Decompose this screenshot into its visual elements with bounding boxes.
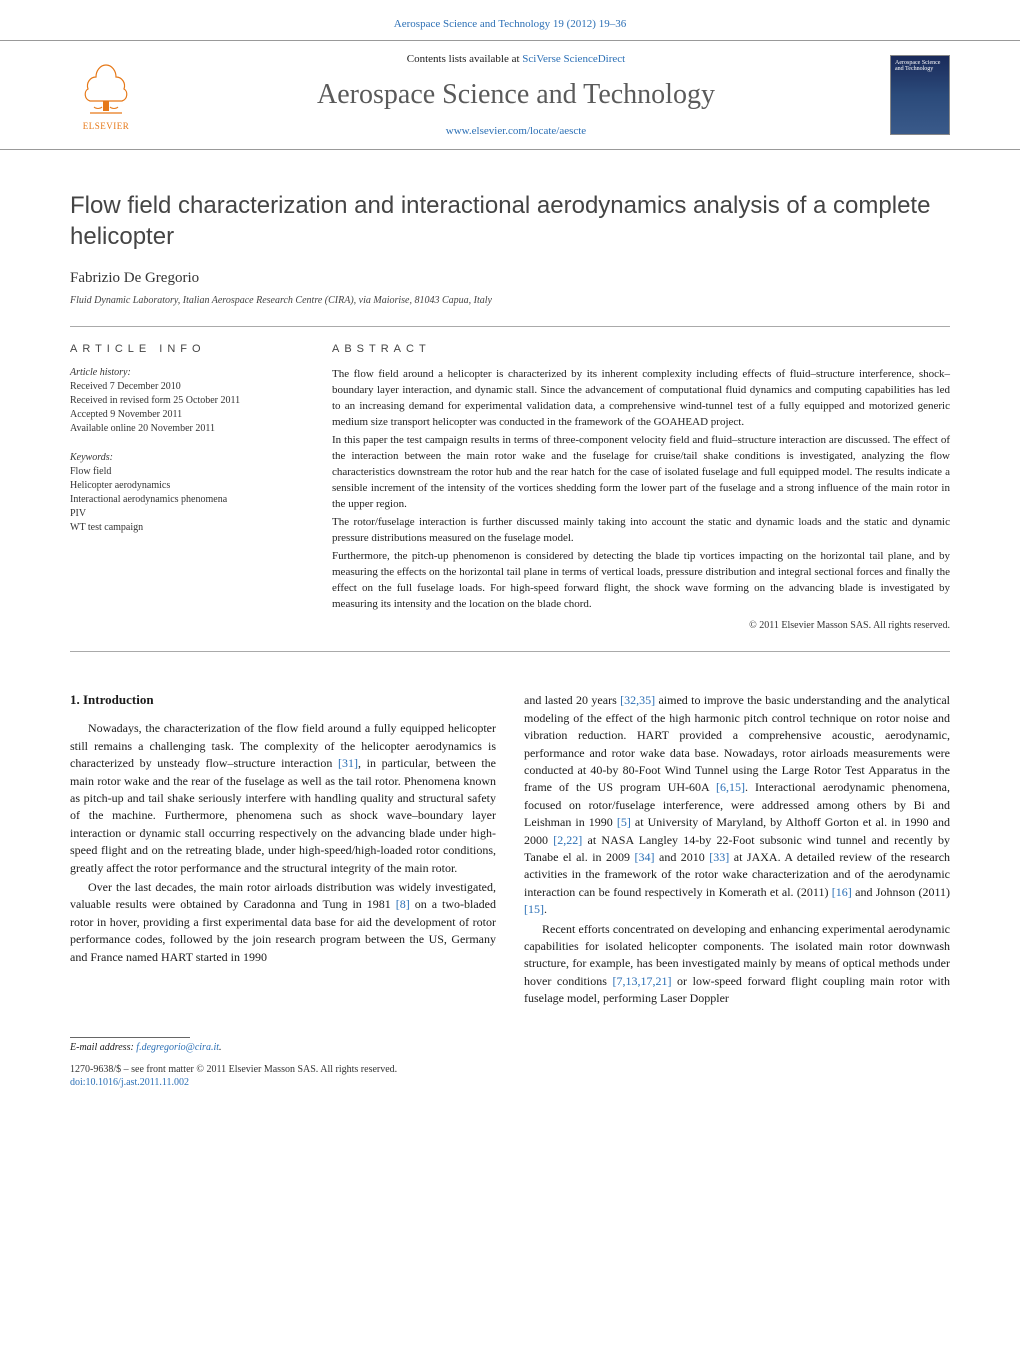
- contents-line: Contents lists available at SciVerse Sci…: [162, 53, 870, 65]
- journal-url-link[interactable]: www.elsevier.com/locate/aescte: [446, 125, 586, 137]
- ref-link[interactable]: [6,15]: [716, 780, 745, 794]
- ref-link[interactable]: [16]: [832, 885, 852, 899]
- footer-divider: [70, 1037, 190, 1038]
- ref-link[interactable]: [15]: [524, 902, 544, 916]
- email-label: E-mail address:: [70, 1042, 134, 1053]
- info-abstract-row: ARTICLE INFO Article history: Received 7…: [70, 327, 950, 651]
- history-line: Received in revised form 25 October 2011: [70, 394, 300, 408]
- divider-bottom: [70, 651, 950, 652]
- body-text-right: and lasted 20 years [32,35] aimed to imp…: [524, 692, 950, 1007]
- abstract-para: The flow field around a helicopter is ch…: [332, 367, 950, 431]
- article-info-block: ARTICLE INFO Article history: Received 7…: [70, 343, 300, 631]
- journal-name: Aerospace Science and Technology: [162, 79, 870, 111]
- body-para: Over the last decades, the main rotor ai…: [70, 879, 496, 966]
- ref-link[interactable]: [7,13,17,21]: [612, 974, 671, 988]
- ref-link[interactable]: [31]: [338, 756, 358, 770]
- history-line: Received 7 December 2010: [70, 380, 300, 394]
- ref-link[interactable]: [32,35]: [620, 693, 655, 707]
- keywords-block: Keywords: Flow field Helicopter aerodyna…: [70, 452, 300, 535]
- cover-thumb-label: Aerospace Science and Technology: [891, 56, 949, 76]
- body-text-left: Nowadays, the characterization of the fl…: [70, 720, 496, 965]
- footer-legal: 1270-9638/$ – see front matter © 2011 El…: [70, 1063, 950, 1089]
- citation-header: Aerospace Science and Technology 19 (201…: [0, 0, 1020, 40]
- ref-link[interactable]: [5]: [617, 815, 631, 829]
- ref-link[interactable]: [33]: [709, 850, 729, 864]
- history-line: Accepted 9 November 2011: [70, 408, 300, 422]
- abstract-para: The rotor/fuselage interaction is furthe…: [332, 515, 950, 547]
- ref-link[interactable]: [34]: [635, 850, 655, 864]
- elsevier-text: ELSEVIER: [83, 121, 130, 131]
- abstract-text: The flow field around a helicopter is ch…: [332, 367, 950, 612]
- author-affiliation: Fluid Dynamic Laboratory, Italian Aerosp…: [70, 295, 950, 306]
- article-title: Flow field characterization and interact…: [70, 190, 950, 252]
- journal-link-wrap: www.elsevier.com/locate/aescte: [162, 125, 870, 137]
- section-heading: 1. Introduction: [70, 692, 496, 708]
- keyword: PIV: [70, 507, 300, 521]
- journal-cover-thumb: Aerospace Science and Technology: [890, 55, 950, 135]
- footer-email: E-mail address: f.degregorio@cira.it.: [70, 1042, 950, 1053]
- header-center: Contents lists available at SciVerse Sci…: [162, 53, 870, 137]
- ref-link[interactable]: [8]: [396, 897, 410, 911]
- article-front: Flow field characterization and interact…: [0, 150, 1020, 682]
- keywords-label: Keywords:: [70, 452, 300, 463]
- sciencedirect-link[interactable]: SciVerse ScienceDirect: [522, 53, 625, 65]
- citation-link[interactable]: Aerospace Science and Technology 19 (201…: [394, 18, 626, 30]
- abstract-para: In this paper the test campaign results …: [332, 433, 950, 513]
- body-para: and lasted 20 years [32,35] aimed to imp…: [524, 692, 950, 918]
- body-para: Nowadays, the characterization of the fl…: [70, 720, 496, 877]
- article-info-label: ARTICLE INFO: [70, 343, 300, 355]
- abstract-label: ABSTRACT: [332, 343, 950, 355]
- body-columns: 1. Introduction Nowadays, the characteri…: [0, 682, 1020, 1029]
- keyword: WT test campaign: [70, 521, 300, 535]
- body-col-left: 1. Introduction Nowadays, the characteri…: [70, 692, 496, 1009]
- abstract-copyright: © 2011 Elsevier Masson SAS. All rights r…: [332, 620, 950, 631]
- ref-link[interactable]: [2,22]: [553, 833, 582, 847]
- abstract-block: ABSTRACT The flow field around a helicop…: [332, 343, 950, 631]
- body-col-right: and lasted 20 years [32,35] aimed to imp…: [524, 692, 950, 1009]
- email-link[interactable]: f.degregorio@cira.it: [136, 1042, 219, 1053]
- page-footer: E-mail address: f.degregorio@cira.it. 12…: [0, 1029, 1020, 1119]
- elsevier-logo: ELSEVIER: [70, 56, 142, 134]
- body-para: Recent efforts concentrated on developin…: [524, 921, 950, 1008]
- section-number: 1.: [70, 692, 80, 707]
- history-label: Article history:: [70, 367, 300, 378]
- keyword: Helicopter aerodynamics: [70, 479, 300, 493]
- author-name: Fabrizio De Gregorio: [70, 270, 950, 287]
- keyword: Interactional aerodynamics phenomena: [70, 493, 300, 507]
- elsevier-tree-icon: [70, 59, 142, 119]
- journal-header-bar: ELSEVIER Contents lists available at Sci…: [0, 40, 1020, 150]
- front-matter-line: 1270-9638/$ – see front matter © 2011 El…: [70, 1063, 950, 1076]
- keyword: Flow field: [70, 465, 300, 479]
- doi-link[interactable]: doi:10.1016/j.ast.2011.11.002: [70, 1077, 189, 1088]
- section-title: Introduction: [83, 692, 154, 707]
- history-line: Available online 20 November 2011: [70, 422, 300, 436]
- contents-prefix: Contents lists available at: [407, 53, 522, 65]
- abstract-para: Furthermore, the pitch-up phenomenon is …: [332, 549, 950, 613]
